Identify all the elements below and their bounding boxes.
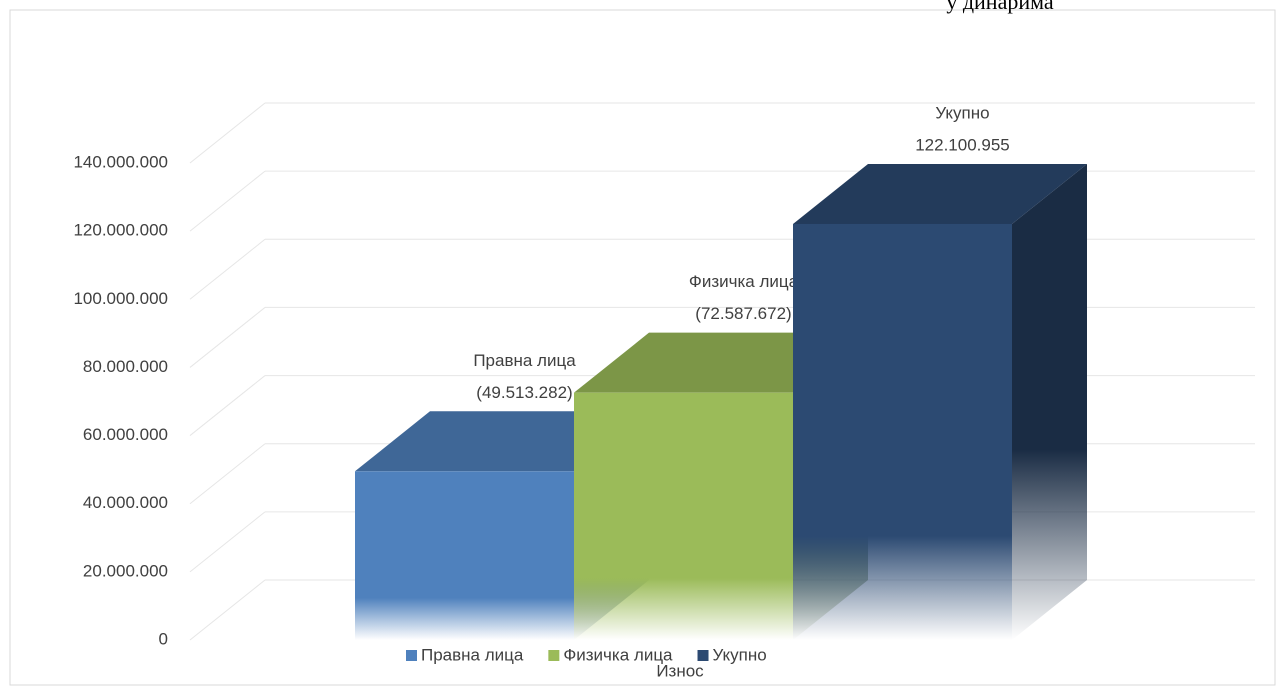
data-label-name: Физичка лица [689, 272, 799, 291]
legend-label: Укупно [713, 645, 767, 664]
data-label: (49.513.282) [476, 383, 572, 402]
data-label-name: Правна лица [473, 351, 576, 370]
y-tick-label: 60.000.000 [83, 425, 168, 444]
grid-line-depth [189, 375, 266, 436]
y-tick-label: 120.000.000 [73, 221, 168, 240]
bar-side [1012, 163, 1087, 640]
grid-line-depth [189, 511, 266, 573]
bar [793, 223, 1012, 640]
y-tick-label: 80.000.000 [83, 357, 168, 376]
bar [574, 392, 793, 640]
bar-top [793, 163, 1087, 224]
legend-label: Правна лица [421, 645, 524, 664]
legend-swatch [697, 650, 709, 661]
data-label-name: Укупно [935, 103, 989, 122]
x-axis-label: Износ [656, 661, 704, 680]
legend-swatch [406, 650, 417, 661]
grid-line-depth [189, 102, 266, 164]
data-label: 122.100.955 [915, 135, 1010, 154]
chart-border [9, 9, 1276, 686]
grid-line-depth [189, 307, 266, 368]
y-tick-label: 20.000.000 [83, 561, 168, 580]
legend-swatch [548, 650, 560, 661]
data-label: (72.587.672) [695, 304, 791, 323]
grid-line-depth [189, 238, 266, 300]
bar [355, 471, 574, 640]
y-tick-label: 40.000.000 [83, 493, 168, 512]
chart-title: у динарима [946, 0, 1054, 14]
y-tick-label: 0 [159, 629, 168, 648]
y-tick-label: 100.000.000 [73, 289, 168, 308]
y-tick-label: 140.000.000 [73, 152, 168, 171]
grid-line-depth [189, 579, 266, 641]
grid-line-depth [189, 443, 266, 505]
legend-label: Физичка лица [563, 645, 673, 664]
grid-line-depth [189, 170, 266, 232]
